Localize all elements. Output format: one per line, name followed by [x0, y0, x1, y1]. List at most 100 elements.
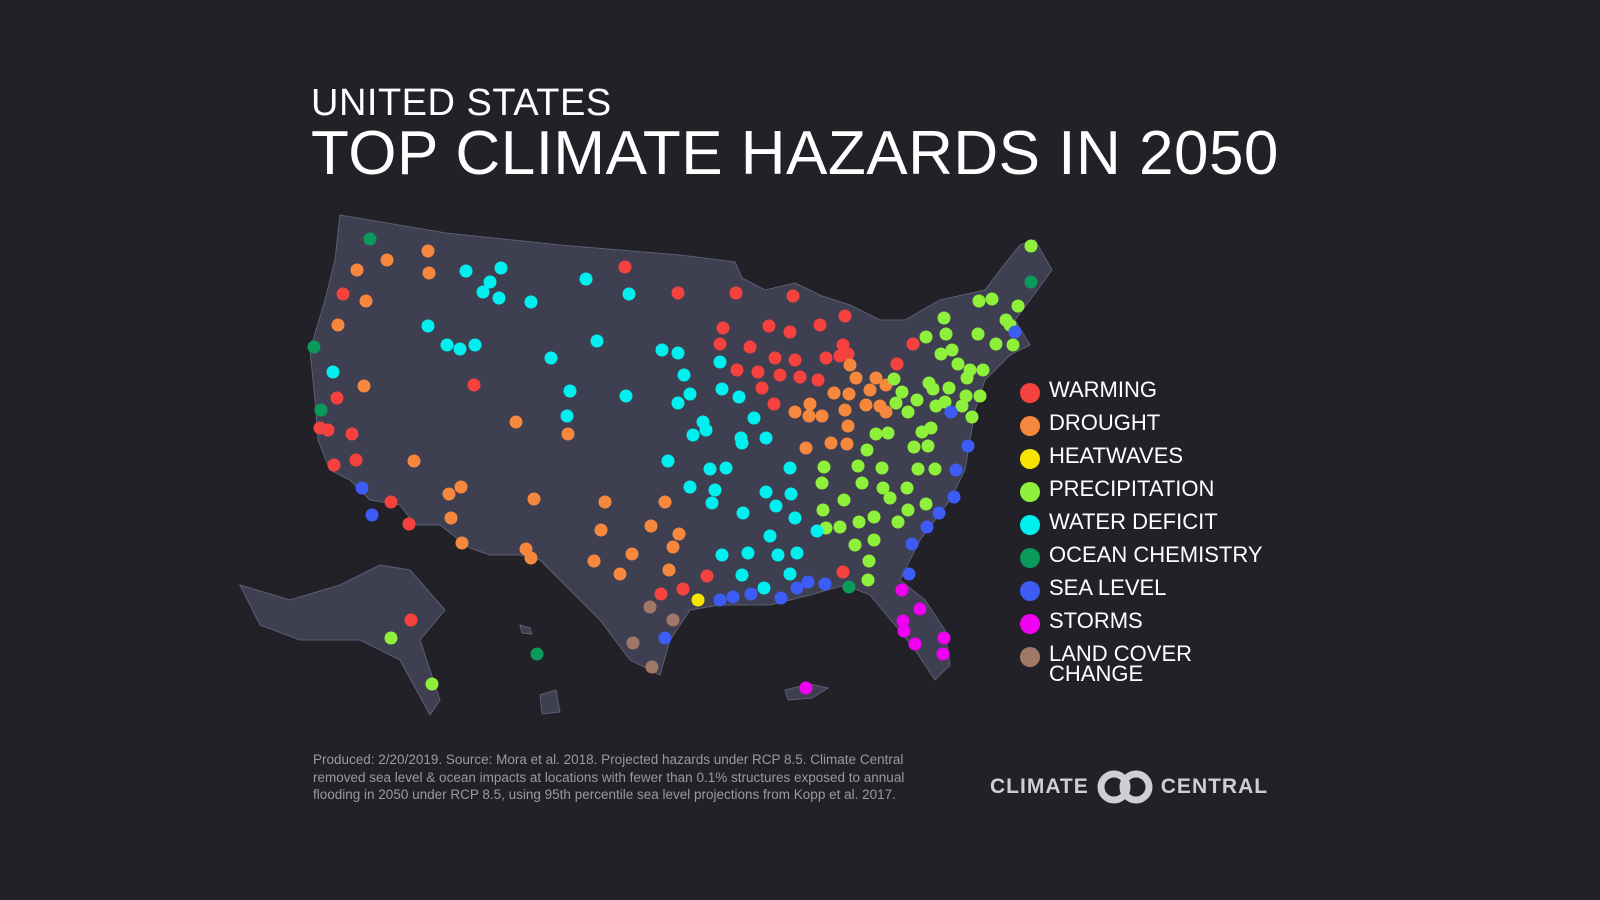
- marker-warming: [729, 286, 743, 300]
- marker-warming: [618, 260, 632, 274]
- marker-water-deficit: [741, 546, 755, 560]
- marker-water-deficit: [757, 581, 771, 595]
- land-hawaii-small: [519, 624, 533, 635]
- marker-sea-level: [774, 591, 788, 605]
- legend-swatch: [1020, 614, 1040, 634]
- marker-warming: [751, 365, 765, 379]
- legend-label: PRECIPITATION: [1049, 476, 1215, 501]
- marker-drought: [561, 427, 575, 441]
- land-alaska: [239, 564, 446, 716]
- marker-drought: [625, 547, 639, 561]
- marker-precipitation: [951, 357, 965, 371]
- legend-item-heatwaves: HEATWAVES: [1020, 443, 1279, 479]
- marker-water-deficit: [326, 365, 340, 379]
- marker-water-deficit: [732, 390, 746, 404]
- marker-precipitation: [425, 677, 439, 691]
- legend-label: OCEAN CHEMISTRY: [1049, 542, 1263, 567]
- marker-precipitation: [900, 481, 914, 495]
- marker-drought: [843, 358, 857, 372]
- marker-water-deficit: [492, 291, 506, 305]
- marker-precipitation: [875, 461, 889, 475]
- marker-drought: [803, 397, 817, 411]
- marker-warming: [890, 357, 904, 371]
- marker-ocean-chemistry: [314, 403, 328, 417]
- marker-sea-level: [713, 593, 727, 607]
- marker-sea-level: [949, 463, 963, 477]
- marker-precipitation: [919, 330, 933, 344]
- marker-water-deficit: [468, 338, 482, 352]
- marker-water-deficit: [683, 480, 697, 494]
- marker-warming: [730, 363, 744, 377]
- marker-water-deficit: [715, 382, 729, 396]
- marker-drought: [824, 436, 838, 450]
- marker-precipitation: [971, 327, 985, 341]
- marker-precipitation: [959, 389, 973, 403]
- legend-item-warming: WARMING: [1020, 377, 1279, 413]
- marker-precipitation: [901, 405, 915, 419]
- marker-precipitation: [919, 497, 933, 511]
- marker-water-deficit: [763, 529, 777, 543]
- marker-water-deficit: [544, 351, 558, 365]
- legend-label: HEATWAVES: [1049, 443, 1184, 468]
- marker-ocean-chemistry: [307, 340, 321, 354]
- marker-warming: [836, 338, 850, 352]
- marker-drought: [594, 523, 608, 537]
- legend-swatch: [1020, 581, 1040, 601]
- marker-drought: [421, 244, 435, 258]
- marker-drought: [838, 403, 852, 417]
- marker-sea-level: [790, 581, 804, 595]
- marker-precipitation: [972, 294, 986, 308]
- marker-precipitation: [921, 439, 935, 453]
- climate-central-logo: CLIMATE CENTRAL: [990, 770, 1268, 804]
- marker-sea-level: [905, 537, 919, 551]
- marker-drought: [672, 527, 686, 541]
- legend: WARMING DROUGHT HEATWAVES PRECIPITATION WATE…: [1020, 377, 1279, 685]
- marker-warming: [743, 340, 757, 354]
- marker-heatwaves: [691, 593, 705, 607]
- marker-precipitation: [907, 440, 921, 454]
- marker-water-deficit: [719, 461, 733, 475]
- marker-sea-level: [902, 567, 916, 581]
- marker-warming: [811, 373, 825, 387]
- marker-precipitation: [976, 363, 990, 377]
- legend-swatch: [1020, 515, 1040, 535]
- marker-precipitation: [965, 410, 979, 424]
- legend-label: LAND COVER CHANGE: [1049, 641, 1193, 686]
- marker-drought: [662, 563, 676, 577]
- marker-water-deficit: [655, 343, 669, 357]
- marker-drought: [407, 454, 421, 468]
- legend-item-water-deficit: WATER DEFICIT: [1020, 511, 1279, 545]
- hazard-markers: [307, 232, 1038, 695]
- marker-water-deficit: [735, 436, 749, 450]
- marker-precipitation: [855, 476, 869, 490]
- marker-water-deficit: [421, 319, 435, 333]
- marker-land-cover-change: [643, 600, 657, 614]
- marker-drought: [331, 318, 345, 332]
- marker-precipitation: [939, 327, 953, 341]
- marker-precipitation: [928, 462, 942, 476]
- marker-precipitation: [960, 371, 974, 385]
- marker-warming: [755, 381, 769, 395]
- map-subtitle: UNITED STATES: [311, 82, 612, 124]
- legend-item-precipitation: PRECIPITATION: [1020, 476, 1279, 512]
- marker-storms: [799, 681, 813, 695]
- marker-precipitation: [837, 493, 851, 507]
- marker-land-cover-change: [645, 660, 659, 674]
- marker-drought: [422, 266, 436, 280]
- marker-drought: [873, 399, 887, 413]
- marker-storms: [896, 614, 910, 628]
- marker-warming: [327, 458, 341, 472]
- source-note: Produced: 2/20/2019. Source: Mora et al.…: [313, 752, 905, 802]
- marker-drought: [799, 441, 813, 455]
- marker-warming: [384, 495, 398, 509]
- legend-swatch: [1020, 548, 1040, 568]
- marker-drought: [788, 405, 802, 419]
- marker-drought: [869, 371, 883, 385]
- legend-label: WARMING: [1049, 377, 1157, 402]
- marker-drought: [598, 495, 612, 509]
- marker-storms: [937, 631, 951, 645]
- marker-drought: [840, 437, 854, 451]
- marker-precipitation: [934, 347, 948, 361]
- marker-precipitation: [915, 425, 929, 439]
- marker-warming: [768, 351, 782, 365]
